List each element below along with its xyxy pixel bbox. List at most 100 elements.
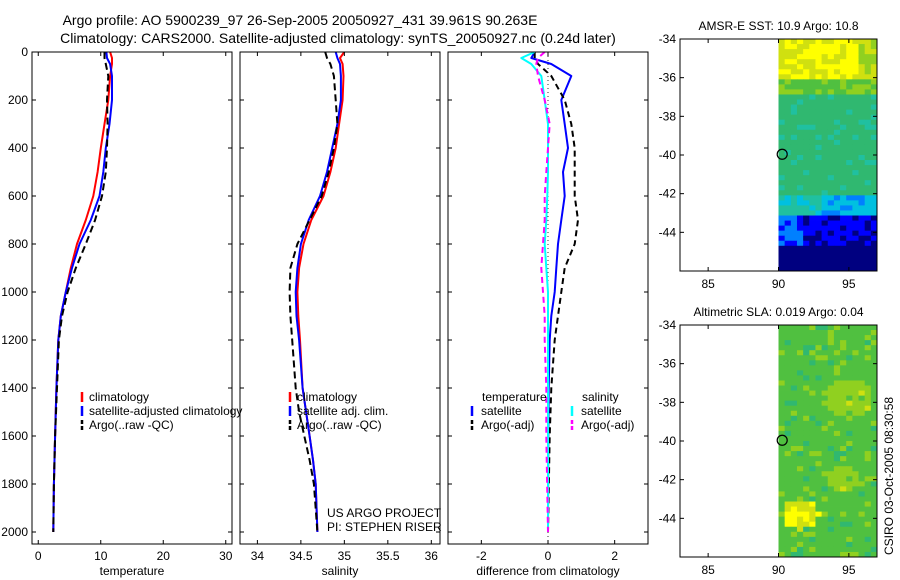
sst_map-cell bbox=[870, 160, 878, 166]
sla_map-cell bbox=[809, 360, 816, 366]
sst_map-cell bbox=[803, 44, 810, 50]
sla_map-cell bbox=[778, 390, 786, 397]
sst_map-cell bbox=[858, 250, 866, 257]
sla_map-cell bbox=[846, 506, 853, 513]
sla_map-cell bbox=[852, 501, 859, 507]
sla_map-cell bbox=[864, 531, 872, 538]
sst_map-cell bbox=[815, 94, 822, 100]
sst_map-cell bbox=[870, 210, 878, 216]
sst_map-cell bbox=[809, 124, 816, 131]
temperature-legend-label-2: Argo(..raw -QC) bbox=[89, 418, 174, 432]
sla_map-cell bbox=[790, 511, 798, 518]
sst_map-cell bbox=[846, 39, 853, 45]
sla_map-cell bbox=[870, 551, 878, 558]
sst_map-cell bbox=[858, 155, 866, 161]
sst_map-cell bbox=[809, 49, 816, 55]
sla_map-cell bbox=[864, 521, 872, 528]
sla_map-cell bbox=[827, 461, 835, 467]
sla_map-cell bbox=[784, 486, 792, 492]
sst_map-cell bbox=[840, 134, 847, 141]
sst_map-cell bbox=[864, 74, 872, 80]
sla_map-cell bbox=[840, 325, 847, 331]
sla_map-cell bbox=[784, 501, 792, 507]
sst_map-cell bbox=[840, 59, 847, 65]
difference-legend-header-0: temperature bbox=[482, 390, 547, 404]
sst_map-cell bbox=[846, 200, 853, 206]
sst_map-cell bbox=[833, 114, 841, 121]
sst_map-cell bbox=[803, 94, 810, 100]
sst_map-cell bbox=[815, 200, 822, 206]
sst_map-cell bbox=[815, 149, 822, 156]
sla_map-cell bbox=[784, 506, 792, 513]
sla_map-cell bbox=[846, 451, 853, 457]
salinity-xtick-label-1: 34.5 bbox=[289, 549, 313, 563]
sla_map-cell bbox=[870, 340, 878, 346]
difference-xtick-label-1: 0 bbox=[545, 549, 552, 563]
sst_map-cell bbox=[827, 240, 835, 247]
salinity-chart: 34 34.5 35 35.5 36salinityclimatologysatelli… bbox=[239, 51, 442, 578]
sst_map-cell bbox=[827, 265, 835, 272]
sla_map-cell bbox=[858, 405, 866, 412]
sst_map-cell bbox=[870, 119, 878, 126]
sla_map-cell bbox=[796, 425, 804, 432]
sst_map-cell bbox=[778, 215, 786, 221]
sst_map-cell bbox=[809, 59, 816, 65]
sst_map-cell bbox=[815, 124, 822, 131]
sla_map-cell bbox=[858, 461, 866, 467]
sst_map-cell bbox=[833, 155, 841, 161]
sla_map-cell bbox=[784, 360, 792, 366]
sla_map-cell bbox=[815, 385, 822, 391]
sst_map-cell bbox=[803, 64, 810, 70]
sst_map-cell bbox=[840, 240, 847, 247]
sla_map-cell bbox=[790, 385, 798, 391]
sla_map-cell bbox=[784, 420, 792, 427]
sla_map-cell bbox=[778, 345, 786, 351]
sst_map-cell bbox=[809, 134, 816, 141]
sst_map-cell bbox=[864, 235, 872, 242]
sst_map-cell bbox=[858, 220, 866, 227]
sla_map-cell bbox=[858, 521, 866, 528]
sla_map-cell bbox=[790, 496, 798, 502]
sla_map-cell bbox=[864, 496, 872, 502]
sst_map-cell bbox=[796, 255, 804, 262]
sst_map-cell bbox=[803, 220, 810, 227]
sla_map-cell bbox=[809, 536, 816, 543]
sla_map-cell bbox=[870, 511, 878, 518]
sla_map-cell bbox=[840, 350, 847, 356]
sla_map-cell bbox=[790, 410, 798, 417]
sla_map-cell bbox=[815, 430, 822, 437]
sst_map-cell bbox=[821, 129, 829, 136]
sst_map-cell bbox=[803, 74, 810, 80]
sst_map-cell bbox=[778, 245, 786, 252]
sla_map-cell bbox=[815, 405, 822, 412]
sst_map-cell bbox=[864, 225, 872, 232]
sst_map-cell bbox=[790, 200, 798, 206]
sla_map-cell bbox=[809, 330, 816, 336]
sla_map-cell bbox=[840, 441, 847, 447]
sla_map-cell bbox=[858, 420, 866, 427]
sla_map-cell bbox=[796, 491, 804, 497]
sst_map-cell bbox=[870, 104, 878, 111]
sla_map-cell bbox=[833, 405, 841, 412]
sst_map-cell bbox=[821, 124, 829, 131]
sst_map-cell bbox=[815, 144, 822, 151]
sst_map-cell bbox=[821, 39, 829, 45]
sla_map-cell bbox=[846, 531, 853, 538]
sla_map-cell bbox=[803, 551, 810, 558]
sla_map-cell bbox=[864, 405, 872, 412]
sla_map-cell bbox=[864, 461, 872, 467]
sla_map-cell bbox=[803, 471, 810, 477]
sla_map-cell bbox=[852, 456, 859, 462]
sst_map-cell bbox=[790, 114, 798, 121]
sla_map-cell bbox=[833, 430, 841, 437]
sla_map-cell bbox=[827, 531, 835, 538]
sla_map-cell bbox=[815, 370, 822, 376]
sla_map-cell bbox=[870, 425, 878, 432]
sst_map-cell bbox=[858, 109, 866, 116]
sst_map-cell bbox=[790, 139, 798, 146]
sla_map-cell bbox=[803, 365, 810, 371]
sla_map-cell bbox=[821, 481, 829, 487]
sst_map-cell bbox=[840, 250, 847, 257]
sst_map-cell bbox=[833, 265, 841, 272]
temperature-ytick-label-7: 1400 bbox=[1, 381, 28, 395]
